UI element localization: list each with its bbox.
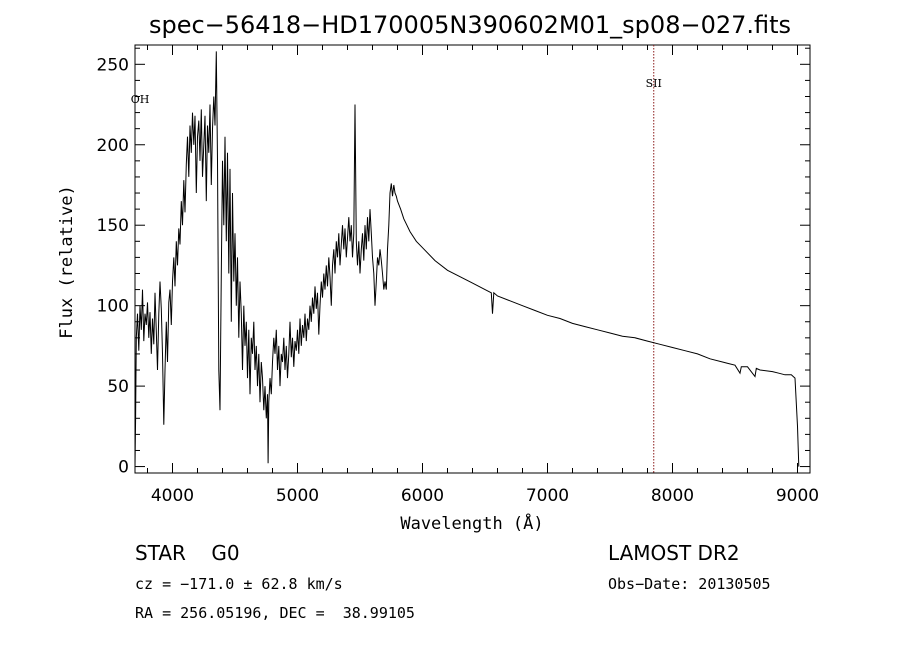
- x-tick-label: 5000: [276, 486, 319, 506]
- redshift-velocity: cz = −171.0 ± 62.8 km/s: [135, 575, 343, 593]
- y-axis-label: Flux (relative): [57, 185, 77, 339]
- y-tick-label: 250: [97, 55, 129, 75]
- x-tick-label: 9000: [776, 486, 819, 506]
- y-tick-label: 100: [97, 297, 129, 317]
- y-tick-label: 150: [97, 216, 129, 236]
- coordinates: RA = 256.05196, DEC = 38.99105: [135, 604, 415, 622]
- x-tick-label: 4000: [151, 486, 194, 506]
- line-label-oh: OH: [131, 93, 150, 106]
- y-tick-label: 200: [97, 136, 129, 156]
- x-axis: 4000 5000 6000 7000 8000 9000: [147, 45, 819, 506]
- y-tick-label: 50: [107, 377, 129, 397]
- y-axis: 0 50 100 150 200 250: [97, 47, 810, 478]
- chart-title: spec−56418−HD170005N390602M01_sp08−027.f…: [149, 11, 791, 39]
- y-tick-label: 0: [118, 458, 129, 478]
- x-axis-label: Wavelength (Å): [400, 512, 543, 534]
- line-label-sii: SII: [646, 77, 662, 90]
- x-tick-label: 7000: [526, 486, 569, 506]
- survey-name: LAMOST DR2: [608, 541, 740, 565]
- observation-date: Obs−Date: 20130505: [608, 575, 771, 593]
- x-tick-label: 8000: [651, 486, 694, 506]
- object-classification: STAR G0: [135, 541, 240, 565]
- x-tick-label: 6000: [401, 486, 444, 506]
- plot-area: OH SII: [131, 44, 811, 474]
- spectrum-line: [134, 51, 800, 467]
- plot-frame: [134, 44, 811, 474]
